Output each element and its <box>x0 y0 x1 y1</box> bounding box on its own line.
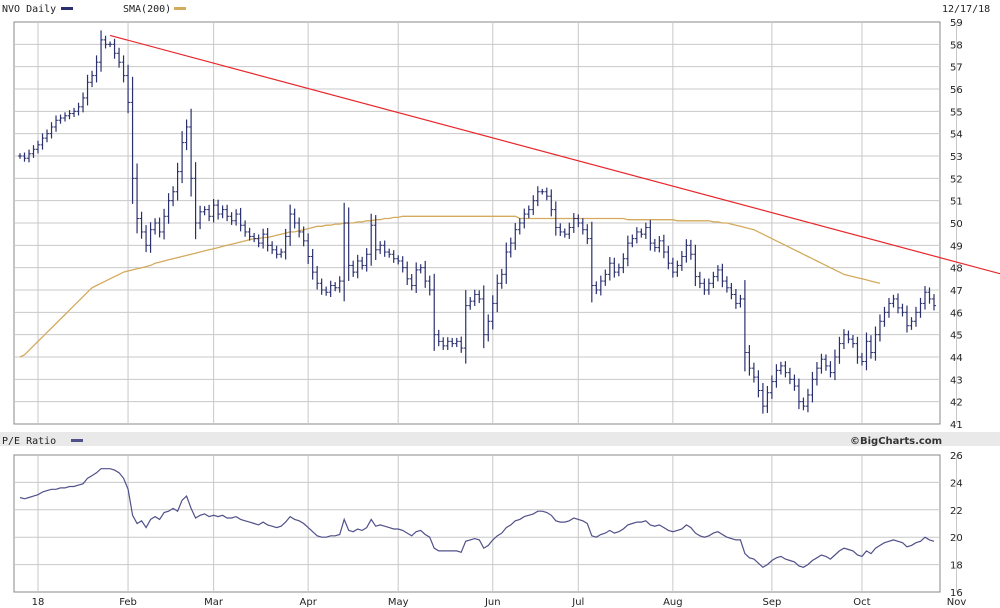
symbol-legend-swatch <box>61 7 73 10</box>
x-tick-label: Jul <box>571 597 584 608</box>
sma-line <box>19 215 881 358</box>
x-tick-label: May <box>388 597 409 608</box>
x-tick-label: Feb <box>119 597 137 608</box>
price-y-tick-label: 43 <box>950 375 963 386</box>
pe-y-tick-label: 22 <box>950 506 963 517</box>
pe-y-tick-label: 24 <box>950 478 963 489</box>
trendline <box>109 34 1000 275</box>
x-tick-label: Aug <box>663 597 683 608</box>
price-y-tick-label: 55 <box>950 107 963 118</box>
x-tick-label: Apr <box>300 597 318 608</box>
pe-legend-swatch <box>71 439 83 442</box>
price-y-tick-label: 45 <box>950 331 963 342</box>
price-y-tick-labels: 41 42 43 44 45 46 47 48 49 50 51 52 53 54 55 56 57 58 59 <box>950 18 963 431</box>
chart-frames <box>0 21 1000 593</box>
x-tick-label: Sep <box>762 597 781 608</box>
header-date: 12/17/18 <box>942 4 990 15</box>
sma-legend-swatch <box>174 7 186 10</box>
price-y-tick-label: 47 <box>950 286 963 297</box>
x-tick-label: Mar <box>204 597 224 608</box>
pe-y-tick-label: 16 <box>950 588 963 599</box>
pe-panel-frame <box>13 454 941 593</box>
price-y-tick-label: 48 <box>950 264 963 275</box>
price-y-tick-label: 46 <box>950 308 963 319</box>
sma-series <box>19 215 881 358</box>
pe-y-tick-label: 20 <box>950 533 963 544</box>
pe-label: P/E Ratio <box>2 436 56 447</box>
price-y-tick-label: 56 <box>950 85 963 96</box>
pe-line <box>19 468 935 569</box>
price-y-tick-label: 57 <box>950 63 963 74</box>
price-y-tick-label: 41 <box>950 420 963 431</box>
x-tick-label: Nov <box>947 597 967 608</box>
bigcharts-watermark: ©BigCharts.com <box>850 436 942 447</box>
pe-y-tick-label: 18 <box>950 561 963 572</box>
pe-header-band <box>0 432 1000 446</box>
price-y-tick-label: 42 <box>950 398 963 409</box>
pe-series <box>19 468 935 569</box>
price-y-tick-label: 53 <box>950 152 963 163</box>
price-series <box>18 30 936 414</box>
price-y-tick-label: 52 <box>950 174 963 185</box>
symbol-label: NVO Daily <box>2 4 56 15</box>
x-tick-label: Oct <box>853 597 870 608</box>
price-y-tick-label: 59 <box>950 18 963 29</box>
price-y-tick-label: 54 <box>950 130 963 141</box>
chart-gridlines <box>14 22 958 592</box>
price-y-tick-label: 58 <box>950 40 963 51</box>
pe-y-tick-labels: 16 18 20 22 24 26 <box>950 451 963 599</box>
price-y-tick-label: 44 <box>950 353 963 364</box>
price-y-tick-label: 50 <box>950 219 963 230</box>
price-y-tick-label: 51 <box>950 197 963 208</box>
price-y-tick-label: 49 <box>950 241 963 252</box>
x-tick-label: 18 <box>32 597 45 608</box>
pe-y-tick-label: 26 <box>950 451 963 462</box>
trendline-series <box>109 34 1000 275</box>
x-tick-labels: 18FebMarAprMayJunJulAugSepOctNovDec <box>32 597 967 608</box>
x-tick-label: Jun <box>484 597 501 608</box>
sma-label: SMA(200) <box>123 4 171 15</box>
